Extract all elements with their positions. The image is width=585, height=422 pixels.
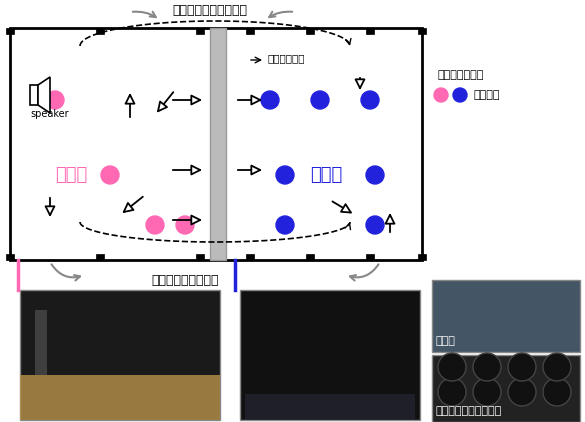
Bar (20, 290, 220, 420)
Bar (6, 28, 14, 34)
Bar (246, 254, 254, 260)
Circle shape (438, 378, 466, 406)
Circle shape (473, 353, 501, 381)
Circle shape (473, 378, 501, 406)
Bar (196, 28, 204, 34)
Circle shape (508, 353, 536, 381)
Bar (418, 254, 426, 260)
Text: speaker: speaker (30, 109, 68, 119)
Circle shape (261, 91, 279, 109)
Bar (6, 254, 14, 260)
Circle shape (276, 166, 294, 184)
Bar (96, 28, 104, 34)
Text: 騒音計: 騒音計 (436, 336, 456, 346)
Bar (306, 28, 314, 34)
Circle shape (434, 88, 448, 102)
Circle shape (366, 216, 384, 234)
Text: 廊下を介しての影響: 廊下を介しての影響 (152, 273, 219, 287)
Text: 矢印：音の流れ: 矢印：音の流れ (438, 70, 484, 80)
Text: スピーカ・パワアンプ: スピーカ・パワアンプ (436, 406, 503, 416)
Bar (196, 254, 204, 260)
Polygon shape (38, 77, 50, 113)
Bar (245, 394, 415, 420)
Circle shape (146, 216, 164, 234)
Bar (418, 28, 426, 34)
Bar (210, 28, 226, 260)
Text: 側路固体伝搬: 側路固体伝搬 (268, 53, 305, 63)
Text: 窓の外からの回り込み: 窓の外からの回り込み (173, 3, 247, 16)
Circle shape (276, 216, 294, 234)
Circle shape (101, 166, 119, 184)
Circle shape (438, 353, 466, 381)
Bar (366, 254, 374, 260)
Bar (432, 355, 580, 422)
Text: 音源室: 音源室 (55, 166, 87, 184)
Bar (96, 254, 104, 260)
Circle shape (366, 166, 384, 184)
Text: 測定位置: 測定位置 (473, 90, 500, 100)
Circle shape (361, 91, 379, 109)
Circle shape (543, 378, 571, 406)
Circle shape (311, 91, 329, 109)
Bar (432, 280, 580, 352)
Circle shape (543, 353, 571, 381)
Bar (366, 28, 374, 34)
Bar (20, 374, 220, 420)
Circle shape (176, 216, 194, 234)
Circle shape (508, 378, 536, 406)
Bar (246, 28, 254, 34)
Circle shape (46, 91, 64, 109)
Text: 受音室: 受音室 (310, 166, 342, 184)
Bar (240, 290, 420, 420)
Bar (30, 85, 38, 105)
Circle shape (453, 88, 467, 102)
Bar (35, 309, 47, 374)
Bar (306, 254, 314, 260)
Bar (10, 28, 422, 260)
